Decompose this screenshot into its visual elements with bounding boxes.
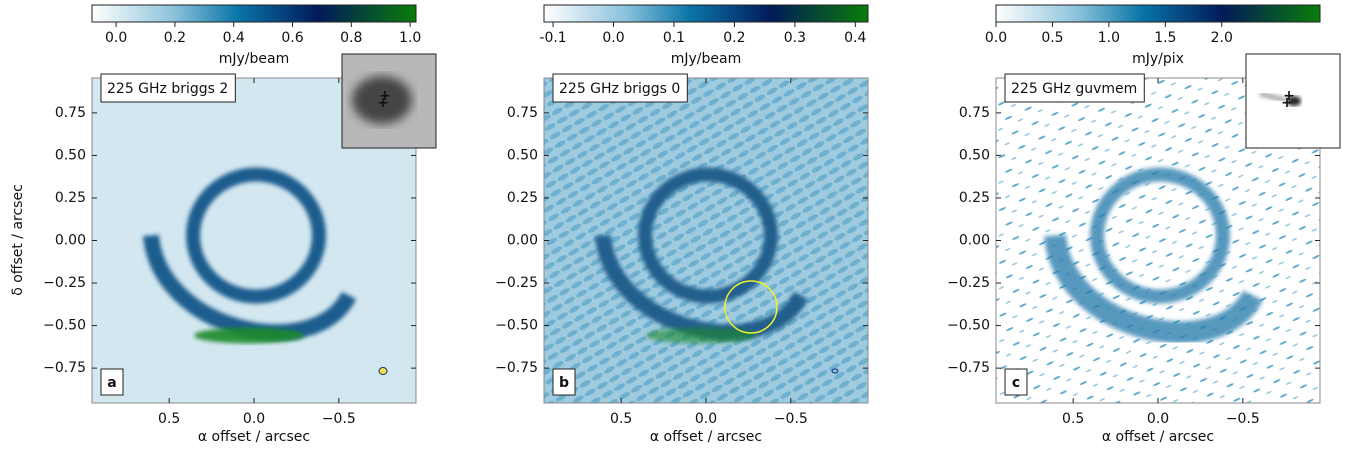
colorbar-tick-label: 0.1 [663, 30, 685, 46]
x-tick-label: −0.5 [774, 411, 808, 427]
colorbar-tick-label: 0.0 [985, 30, 1007, 46]
x-axis-label: α offset / arcsec [198, 429, 310, 445]
inner-ring [638, 167, 778, 304]
y-tick-label: 0.75 [55, 105, 86, 121]
colorbar [543, 4, 869, 23]
y-tick-label: 0.50 [959, 147, 990, 163]
letter-box [1004, 368, 1028, 396]
y-tick-label: 0.50 [507, 147, 538, 163]
image [544, 78, 868, 403]
colorbar-tick-label: 0.8 [340, 30, 362, 46]
outer-ring [595, 234, 809, 341]
colorbar [995, 4, 1321, 23]
colorbar-tick-label: 0.0 [105, 30, 127, 46]
beam [378, 367, 388, 375]
peak [646, 327, 756, 344]
x-tick-label: 0.5 [1062, 411, 1084, 427]
colorbar-tick-label: 0.2 [164, 30, 186, 46]
colorbar-tick-label: 0.4 [844, 30, 866, 46]
x-tick-label: 0.5 [158, 411, 180, 427]
inset-streak [1259, 92, 1287, 102]
y-tick-label: 0.00 [959, 233, 990, 249]
colorbar [91, 4, 417, 23]
beam [831, 368, 839, 374]
y-tick-label: 0.75 [959, 105, 990, 121]
panel-title: 225 GHz guvmem [1011, 81, 1137, 97]
title-box [552, 73, 688, 103]
y-tick-label: −0.25 [43, 275, 86, 291]
panel-letter: a [107, 375, 116, 391]
colorbar-tick-label: 0.4 [223, 30, 245, 46]
colorbar-tick-label: 0.3 [784, 30, 806, 46]
colorbar-label: mJy/beam [671, 51, 742, 67]
y-tick-label: 0.50 [55, 147, 86, 163]
x-tick-label: −0.5 [322, 411, 356, 427]
y-tick-label: 0.25 [55, 190, 86, 206]
y-tick-label: −0.25 [947, 275, 990, 291]
x-tick-label: 0.5 [610, 411, 632, 427]
inner-ring [1090, 167, 1230, 304]
peak [194, 327, 304, 344]
inset-plus: + [377, 95, 389, 111]
panel-title: 225 GHz briggs 2 [107, 81, 228, 97]
colorbar-tick-label: 1.5 [1154, 30, 1176, 46]
inset-plus: + [1283, 88, 1295, 104]
inset-plus: + [1281, 95, 1293, 111]
x-tick-label: −0.5 [1226, 411, 1260, 427]
y-tick-label: 0.00 [55, 233, 86, 249]
outer-ring [1044, 233, 1263, 344]
x-tick-label: 0.0 [695, 411, 717, 427]
title-box [1004, 73, 1145, 103]
inset-blob [1287, 96, 1301, 106]
colorbar-tick-label: 0.0 [602, 30, 624, 46]
outer-ring [143, 234, 357, 341]
y-tick-label: −0.75 [43, 360, 86, 376]
x-axis-label: α offset / arcsec [1102, 429, 1214, 445]
x-tick-label: 0.0 [243, 411, 265, 427]
colorbar-tick-label: -0.1 [539, 30, 566, 46]
x-tick-label: 0.0 [1147, 411, 1169, 427]
y-tick-label: −0.75 [495, 360, 538, 376]
colorbar-tick-label: 0.2 [723, 30, 745, 46]
image-bg [544, 78, 868, 403]
y-tick-label: −0.50 [495, 318, 538, 334]
colorbar-label: mJy/pix [1132, 51, 1184, 67]
colorbar-tick-label: 1.0 [1098, 30, 1120, 46]
y-tick-label: 0.75 [507, 105, 538, 121]
panel-title: 225 GHz briggs 0 [559, 81, 680, 97]
colorbar-tick-label: 0.5 [1041, 30, 1063, 46]
inset-blob [352, 76, 412, 124]
y-tick-label: −0.25 [495, 275, 538, 291]
y-axis-label: δ offset / arcsec [10, 184, 26, 296]
x-axis-label: α offset / arcsec [650, 429, 762, 445]
colorbar-tick-label: 0.6 [281, 30, 303, 46]
letter-box [552, 368, 576, 396]
y-tick-label: 0.25 [959, 190, 990, 206]
marker-circle [724, 280, 778, 334]
y-tick-label: −0.50 [947, 318, 990, 334]
colorbar-tick-label: 1.0 [399, 30, 421, 46]
y-tick-label: 0.00 [507, 233, 538, 249]
title-box [100, 73, 236, 103]
panel-letter: c [1012, 375, 1020, 391]
inner-ring [186, 167, 326, 304]
inset-plus: + [379, 88, 391, 104]
y-tick-label: −0.50 [43, 318, 86, 334]
panel-letter: b [559, 375, 569, 391]
y-tick-label: 0.25 [507, 190, 538, 206]
y-tick-label: −0.75 [947, 360, 990, 376]
colorbar-tick-label: 2.0 [1211, 30, 1233, 46]
letter-box [100, 368, 124, 396]
colorbar-label: mJy/beam [219, 51, 290, 67]
